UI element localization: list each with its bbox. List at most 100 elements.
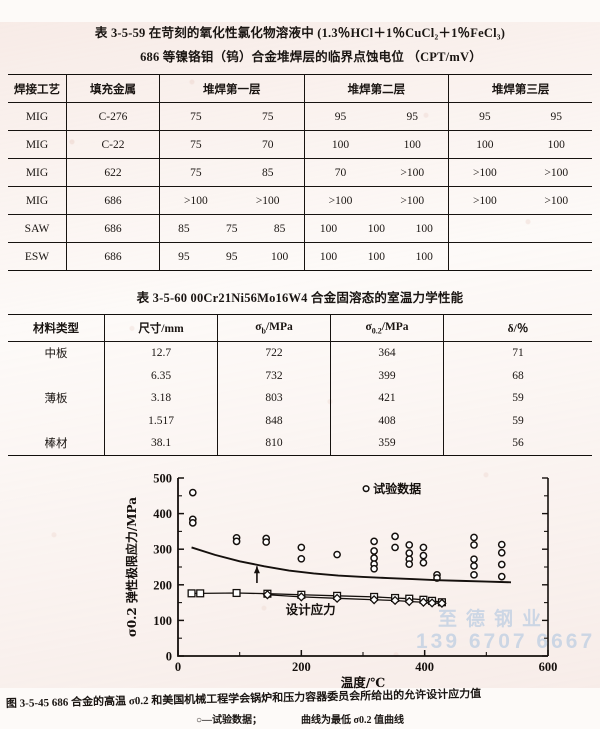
chart-axes	[177, 476, 549, 657]
data-point	[437, 598, 447, 608]
cell-filler: 686	[66, 186, 160, 215]
data-point	[370, 564, 378, 573]
cell-size: 3.18	[104, 387, 218, 410]
cell-size: 6.35	[104, 364, 218, 387]
cell-elong: 71	[512, 347, 524, 360]
data-point	[405, 540, 414, 549]
cell-material-type: 薄板	[8, 387, 105, 410]
value: 100	[319, 222, 338, 235]
cell-rp: 408	[330, 409, 444, 432]
col-header-layer1: 堆焊第一层	[159, 74, 305, 103]
cell-rp: 421	[330, 387, 444, 410]
cell-layer3	[448, 214, 592, 243]
value: 85	[261, 166, 274, 179]
cell-size: 1.517	[104, 409, 218, 432]
table-row: MIG 686 >100 >100 >100 >100 >100 >100	[8, 186, 592, 215]
col-header-layer3: 堆焊第三层	[448, 74, 592, 103]
cell-layer3	[448, 242, 592, 271]
value: 85	[178, 222, 190, 235]
data-point	[497, 572, 506, 580]
table-row: 6.35 732 399 68	[8, 364, 592, 387]
col-header-yield-strength: σ0.2/MPa	[330, 314, 444, 342]
cell-layer3: 100 100	[448, 130, 592, 159]
cell-layer1: 95 95 100	[159, 242, 305, 271]
cell-layer2: 100 100 100	[304, 214, 450, 243]
value: 75	[261, 110, 274, 123]
value: 95	[178, 250, 190, 263]
value: 95	[550, 110, 563, 123]
svg-text:200: 200	[153, 578, 172, 592]
cell-rm: 732	[217, 364, 331, 387]
table-header-row: 材料类型 尺寸/mm σb/MPa σ0.2/MPa δ/％	[8, 314, 592, 342]
cell-size: 12.7	[104, 341, 218, 365]
col-header-material-type: 材料类型	[8, 314, 105, 342]
table-3-5-59-title-line2: 686 等镍铬钼（钨）合金堆焊层的临界点蚀电位 （CPT/mV）	[140, 50, 482, 64]
data-point	[497, 560, 506, 568]
data-point	[470, 561, 478, 570]
data-point	[188, 488, 197, 496]
figure-3-5-45-chart: 0 100 200 300 400 500 0 200 400 600 温度/℃ σ0.2 弹性极限应…	[0, 468, 600, 693]
cell-process: MIG	[8, 158, 67, 187]
table-3-5-60-title: 表 3-5-60 00Cr21Ni56Mo16W4 合金固溶态的室温力学性能	[136, 291, 464, 305]
svg-text:600: 600	[539, 660, 558, 674]
col-header-elongation: δ/％	[443, 314, 592, 342]
value: >100	[328, 194, 353, 207]
value: 100	[271, 250, 289, 263]
cell-process: MIG	[8, 186, 67, 215]
cell-layer2: 100 100	[304, 130, 450, 159]
svg-text:200: 200	[292, 660, 311, 674]
table-row: MIG C-276 75 75 95 95 95 95	[8, 102, 592, 131]
cell-rp: 364	[330, 341, 444, 365]
cell-process: SAW	[8, 214, 67, 243]
col-header-size: 尺寸/mm	[104, 314, 218, 342]
cell-layer2: >100 >100	[304, 186, 450, 215]
data-point	[370, 546, 378, 555]
data-point	[297, 554, 306, 563]
figure-caption-line2: ○—试验数据； 曲线为最低 σ0.2 值曲线	[6, 714, 594, 729]
cell-process: MIG	[8, 130, 67, 159]
value: >100	[472, 166, 497, 179]
chart-canvas: 0 100 200 300 400 500 0 200 400 600 温度/℃ σ0.2 弹性极限应…	[124, 471, 558, 690]
cell-rm: 810	[217, 432, 331, 456]
table-row: ESW 686 95 95 100 100 100 100	[8, 242, 592, 271]
value: >100	[400, 194, 425, 207]
cell-layer1: 75 70	[159, 130, 305, 159]
value: 70	[261, 138, 274, 151]
cell-process: ESW	[8, 242, 67, 271]
chart-series	[187, 488, 512, 608]
data-point	[188, 518, 197, 527]
svg-text:100: 100	[153, 613, 172, 627]
legend-label: 试验数据	[373, 481, 421, 496]
data-point	[369, 594, 379, 604]
svg-text:400: 400	[415, 660, 434, 674]
data-point	[497, 548, 506, 557]
value: 100	[476, 138, 494, 151]
value: 75	[190, 110, 202, 123]
data-point	[470, 533, 478, 541]
value: 100	[367, 222, 385, 235]
cell-rp: 359	[330, 432, 444, 456]
svg-text:0: 0	[166, 649, 172, 663]
data-point	[404, 596, 414, 606]
value: >100	[184, 194, 208, 207]
table-row: SAW 686 85 75 85 100 100 100	[8, 214, 592, 243]
table-row: 棒材 38.1 810 359 56	[8, 432, 592, 456]
cell-layer3: >100 >100	[448, 186, 592, 215]
cell-rm: 722	[217, 341, 331, 365]
data-point	[390, 595, 400, 605]
cell-rm: 803	[217, 387, 331, 410]
svg-text:温度/℃: 温度/℃	[341, 675, 386, 690]
cell-elong: 59	[512, 392, 524, 405]
data-point	[296, 591, 307, 602]
table-3-5-59: 焊接工艺 填充金属 堆焊第一层 堆焊第二层 堆焊第三层 MIG C-276 75…	[8, 74, 592, 271]
legend-marker	[362, 484, 370, 492]
cell-filler: C-22	[66, 130, 160, 159]
table-row: MIG C-22 75 70 100 100 100 100	[8, 130, 592, 159]
value: 100	[331, 138, 350, 151]
cell-layer1: 75 85	[159, 158, 305, 187]
cell-layer2: 100 100 100	[304, 242, 450, 271]
data-point	[391, 532, 399, 540]
data-point	[470, 554, 478, 563]
value: 95	[226, 250, 238, 263]
table-row: MIG 622 75 85 70 >100 >100 >100	[8, 158, 592, 187]
